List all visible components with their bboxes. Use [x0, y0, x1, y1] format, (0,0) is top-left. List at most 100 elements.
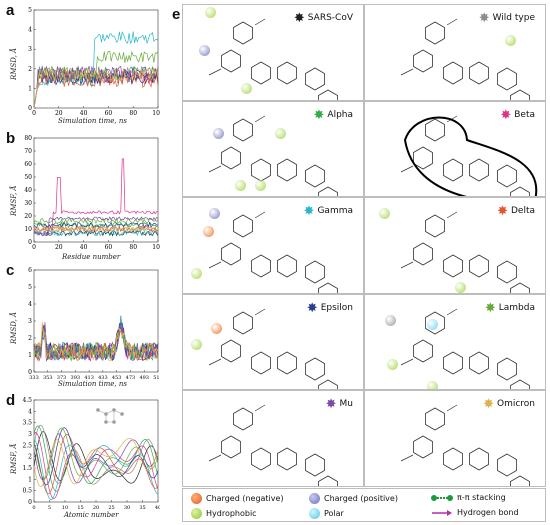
residue-marker	[505, 35, 516, 46]
y-tick-label: 2	[28, 335, 32, 342]
legend-charged-negative: Charged (negative)	[191, 493, 284, 504]
ligand-structure	[208, 115, 338, 197]
residue-marker	[255, 179, 266, 191]
y-tick-label: 40	[24, 187, 32, 194]
legend-hydrophobic: Hydrophobic	[191, 508, 257, 519]
residue-marker	[213, 127, 224, 139]
ligand-structure	[400, 211, 530, 293]
interaction-diagram-grid: ✸ SARS-CoV ✸ Wild type ✸ Alpha ✸ Beta ✸ Gamma ✸ Del…	[182, 4, 546, 487]
x-tick-label: 0	[32, 244, 36, 251]
variant-name: Gamma	[317, 206, 353, 217]
rmsd-plot-a: 0 1 2 3 4 5 0 20 40 60 80 100	[28, 7, 160, 117]
y-tick-label: 5	[28, 7, 32, 14]
variant-name: Alpha	[327, 109, 353, 120]
legend-pi-stacking: π-π stacking	[431, 493, 506, 502]
y-tick-label: 3	[28, 46, 32, 53]
y-tick-label: 0	[28, 239, 32, 246]
series-line	[33, 315, 159, 361]
interaction-legend: Charged (negative) Hydrophobic Charged (…	[182, 488, 546, 522]
legend-charged-positive: Charged (positive)	[309, 493, 398, 504]
variant-name: SARS-CoV	[307, 13, 353, 23]
molecule-icon	[96, 408, 124, 424]
x-tick-label: 100	[152, 244, 160, 251]
variant-label: ✸ Omicron	[483, 397, 535, 412]
ligand-structure	[400, 308, 530, 390]
legend-label: π-π stacking	[457, 493, 506, 502]
pi-stacking-icon	[431, 494, 453, 501]
variant-gear-icon: ✸	[303, 204, 315, 220]
y-tick-label: 2	[28, 454, 32, 461]
series-line	[33, 431, 159, 499]
y-tick-label: 4	[28, 301, 32, 308]
series-line	[33, 322, 159, 362]
series-line	[33, 425, 159, 492]
rmsd-plot-c: 0123456333353373393413433453473493513	[28, 267, 160, 381]
x-axis-label-d: Atomic number	[64, 511, 119, 519]
residue-marker	[191, 338, 202, 350]
residue-marker	[427, 318, 438, 330]
variant-cell-wildtype: ✸ Wild type	[364, 4, 546, 101]
legend-label: Polar	[324, 509, 344, 518]
variant-label: ✸ Delta	[497, 204, 535, 219]
series-line	[33, 427, 159, 486]
residue-marker	[241, 83, 252, 94]
variant-gear-icon: ✸	[325, 397, 337, 413]
series-line	[33, 229, 159, 237]
series-line	[33, 65, 159, 109]
x-tick-label: 513	[153, 375, 160, 381]
x-tick-label: 333	[29, 375, 39, 381]
x-axis-label-b: Residue number	[62, 253, 121, 261]
y-axis-label-a: RMSD, Å	[10, 47, 18, 80]
legend-label: Hydrogen bond	[457, 508, 519, 517]
variant-gear-icon: ✸	[293, 11, 305, 26]
charged-positive-icon	[309, 493, 320, 504]
y-tick-label: 0	[28, 369, 32, 376]
variant-name: Wild type	[492, 13, 535, 23]
y-tick-label: 70	[24, 148, 32, 155]
variant-cell-gamma: ✸ Gamma	[182, 197, 364, 294]
variant-name: Mu	[339, 399, 353, 410]
x-tick-label: 10	[62, 505, 68, 511]
ligand-structure	[400, 18, 530, 100]
series-line	[33, 328, 159, 362]
x-tick-label: 0	[32, 505, 35, 511]
y-tick-label: 0	[28, 105, 32, 112]
legend-polar: Polar	[309, 508, 344, 519]
residue-marker	[209, 208, 220, 220]
variant-label: ✸ Gamma	[304, 204, 353, 219]
residue-marker	[385, 314, 396, 326]
x-tick-label: 60	[105, 110, 113, 117]
hydrophobic-icon	[191, 508, 202, 519]
ligand-structure	[208, 211, 338, 293]
variant-gear-icon: ✸	[306, 300, 318, 316]
x-tick-label: 353	[43, 375, 53, 381]
series-line	[33, 323, 159, 361]
variant-cell-omicron: ✸ Omicron	[364, 390, 546, 487]
series-line	[33, 427, 159, 479]
ligand-structure	[400, 405, 530, 486]
residue-marker	[455, 282, 466, 293]
panel-letter-e: e	[172, 6, 181, 23]
variant-name: Delta	[510, 206, 535, 217]
x-tick-label: 393	[71, 375, 81, 381]
variant-label: ✸ Epsilon	[307, 301, 353, 316]
y-axis-label-c: RMSD, Å	[10, 311, 18, 344]
x-axis-label-c: Simulation time, ns	[58, 380, 127, 388]
y-tick-label: 20	[24, 213, 32, 220]
ligand-structure	[208, 18, 338, 100]
residue-marker	[387, 358, 398, 370]
panel-letter-a: a	[6, 2, 15, 19]
hydrogen-bond-arrow-icon	[432, 509, 452, 516]
y-tick-label: 80	[24, 135, 32, 142]
series-line	[33, 221, 159, 229]
variant-cell-epsilon: ✸ Epsilon	[182, 293, 364, 391]
x-tick-label: 80	[129, 110, 137, 117]
residue-marker	[191, 268, 202, 280]
y-tick-label: 6	[28, 267, 32, 274]
x-tick-label: 0	[32, 110, 36, 117]
x-tick-label: 473	[126, 375, 136, 381]
variant-label: ✸ Beta	[500, 108, 535, 123]
residue-marker	[275, 127, 286, 139]
x-tick-label: 493	[139, 375, 149, 381]
panel-letter-c: c	[6, 262, 15, 279]
